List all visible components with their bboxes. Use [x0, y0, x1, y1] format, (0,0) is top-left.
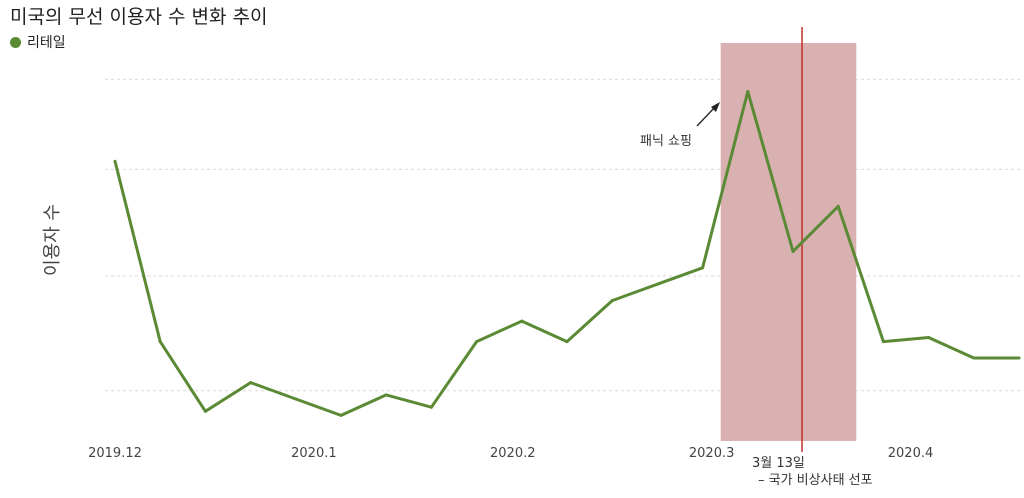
chart-title: 미국의 무선 이용자 수 변화 추이 — [10, 6, 268, 28]
x-tick-label: 2020.2 — [490, 446, 536, 461]
data-point — [927, 336, 931, 339]
data-point — [746, 90, 750, 93]
data-point — [972, 356, 976, 360]
legend-marker — [10, 36, 21, 48]
annotation-arrow-shaft — [696, 105, 717, 127]
data-point — [610, 299, 614, 303]
legend-label: 리테일 — [27, 35, 66, 51]
data-point — [429, 405, 433, 409]
x-tick-label: 2020.1 — [291, 446, 337, 461]
series-line-retail — [113, 90, 1019, 417]
data-point — [836, 204, 840, 208]
data-point — [565, 340, 569, 344]
x-tick-label: 2020.3 — [689, 446, 735, 461]
data-point — [791, 249, 795, 253]
annotation-event-text: – 국가 비상사태 선포 — [758, 473, 873, 488]
data-point — [701, 266, 705, 270]
data-point — [655, 282, 659, 286]
data-point — [520, 319, 524, 323]
legend: 리테일 — [10, 32, 66, 52]
annotation-arrow-head — [711, 102, 720, 112]
data-point — [384, 393, 388, 397]
x-tick-label: 2020.4 — [888, 446, 934, 461]
data-point — [1017, 356, 1021, 360]
annotation-event-date: 3월 13일 — [752, 456, 805, 471]
annotation-panic-buying: 패닉 쇼핑 — [640, 134, 692, 149]
data-point — [249, 381, 253, 385]
data-point — [294, 397, 298, 401]
data-point — [339, 413, 343, 417]
data-point — [881, 340, 885, 344]
data-point — [158, 340, 162, 344]
highlight-band — [720, 43, 857, 441]
data-point — [113, 159, 117, 163]
x-tick-label: 2019.12 — [88, 446, 142, 461]
data-point — [475, 340, 479, 344]
data-point — [203, 409, 207, 413]
y-axis-label: 이용자 수 — [42, 204, 63, 276]
